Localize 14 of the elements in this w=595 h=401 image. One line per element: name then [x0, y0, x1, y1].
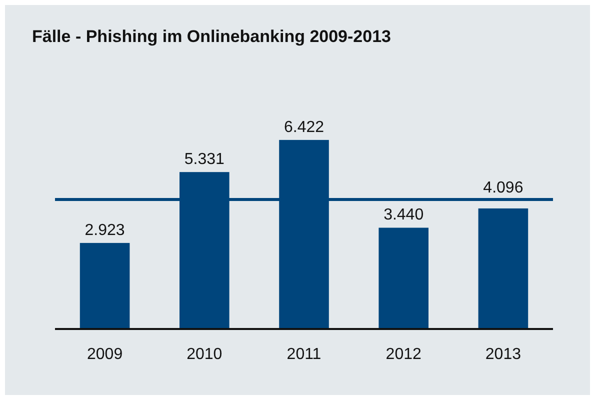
data-label: 5.331	[184, 151, 225, 168]
x-tick-label: 2011	[286, 346, 322, 363]
x-tick-label: 2010	[186, 346, 222, 363]
bar	[378, 228, 428, 329]
bar	[478, 208, 528, 329]
x-tick-label: 2013	[485, 346, 522, 363]
chart-title: Fälle - Phishing im Onlinebanking 2009-2013	[32, 27, 391, 46]
data-label: 3.440	[384, 206, 424, 224]
bar	[80, 242, 130, 329]
data-label: 6.422	[284, 118, 324, 136]
data-label: 4.096	[483, 179, 524, 196]
x-tick-label: 2012	[386, 346, 422, 363]
x-tick-label: 2009	[87, 346, 123, 363]
data-label: 2.923	[84, 222, 125, 239]
